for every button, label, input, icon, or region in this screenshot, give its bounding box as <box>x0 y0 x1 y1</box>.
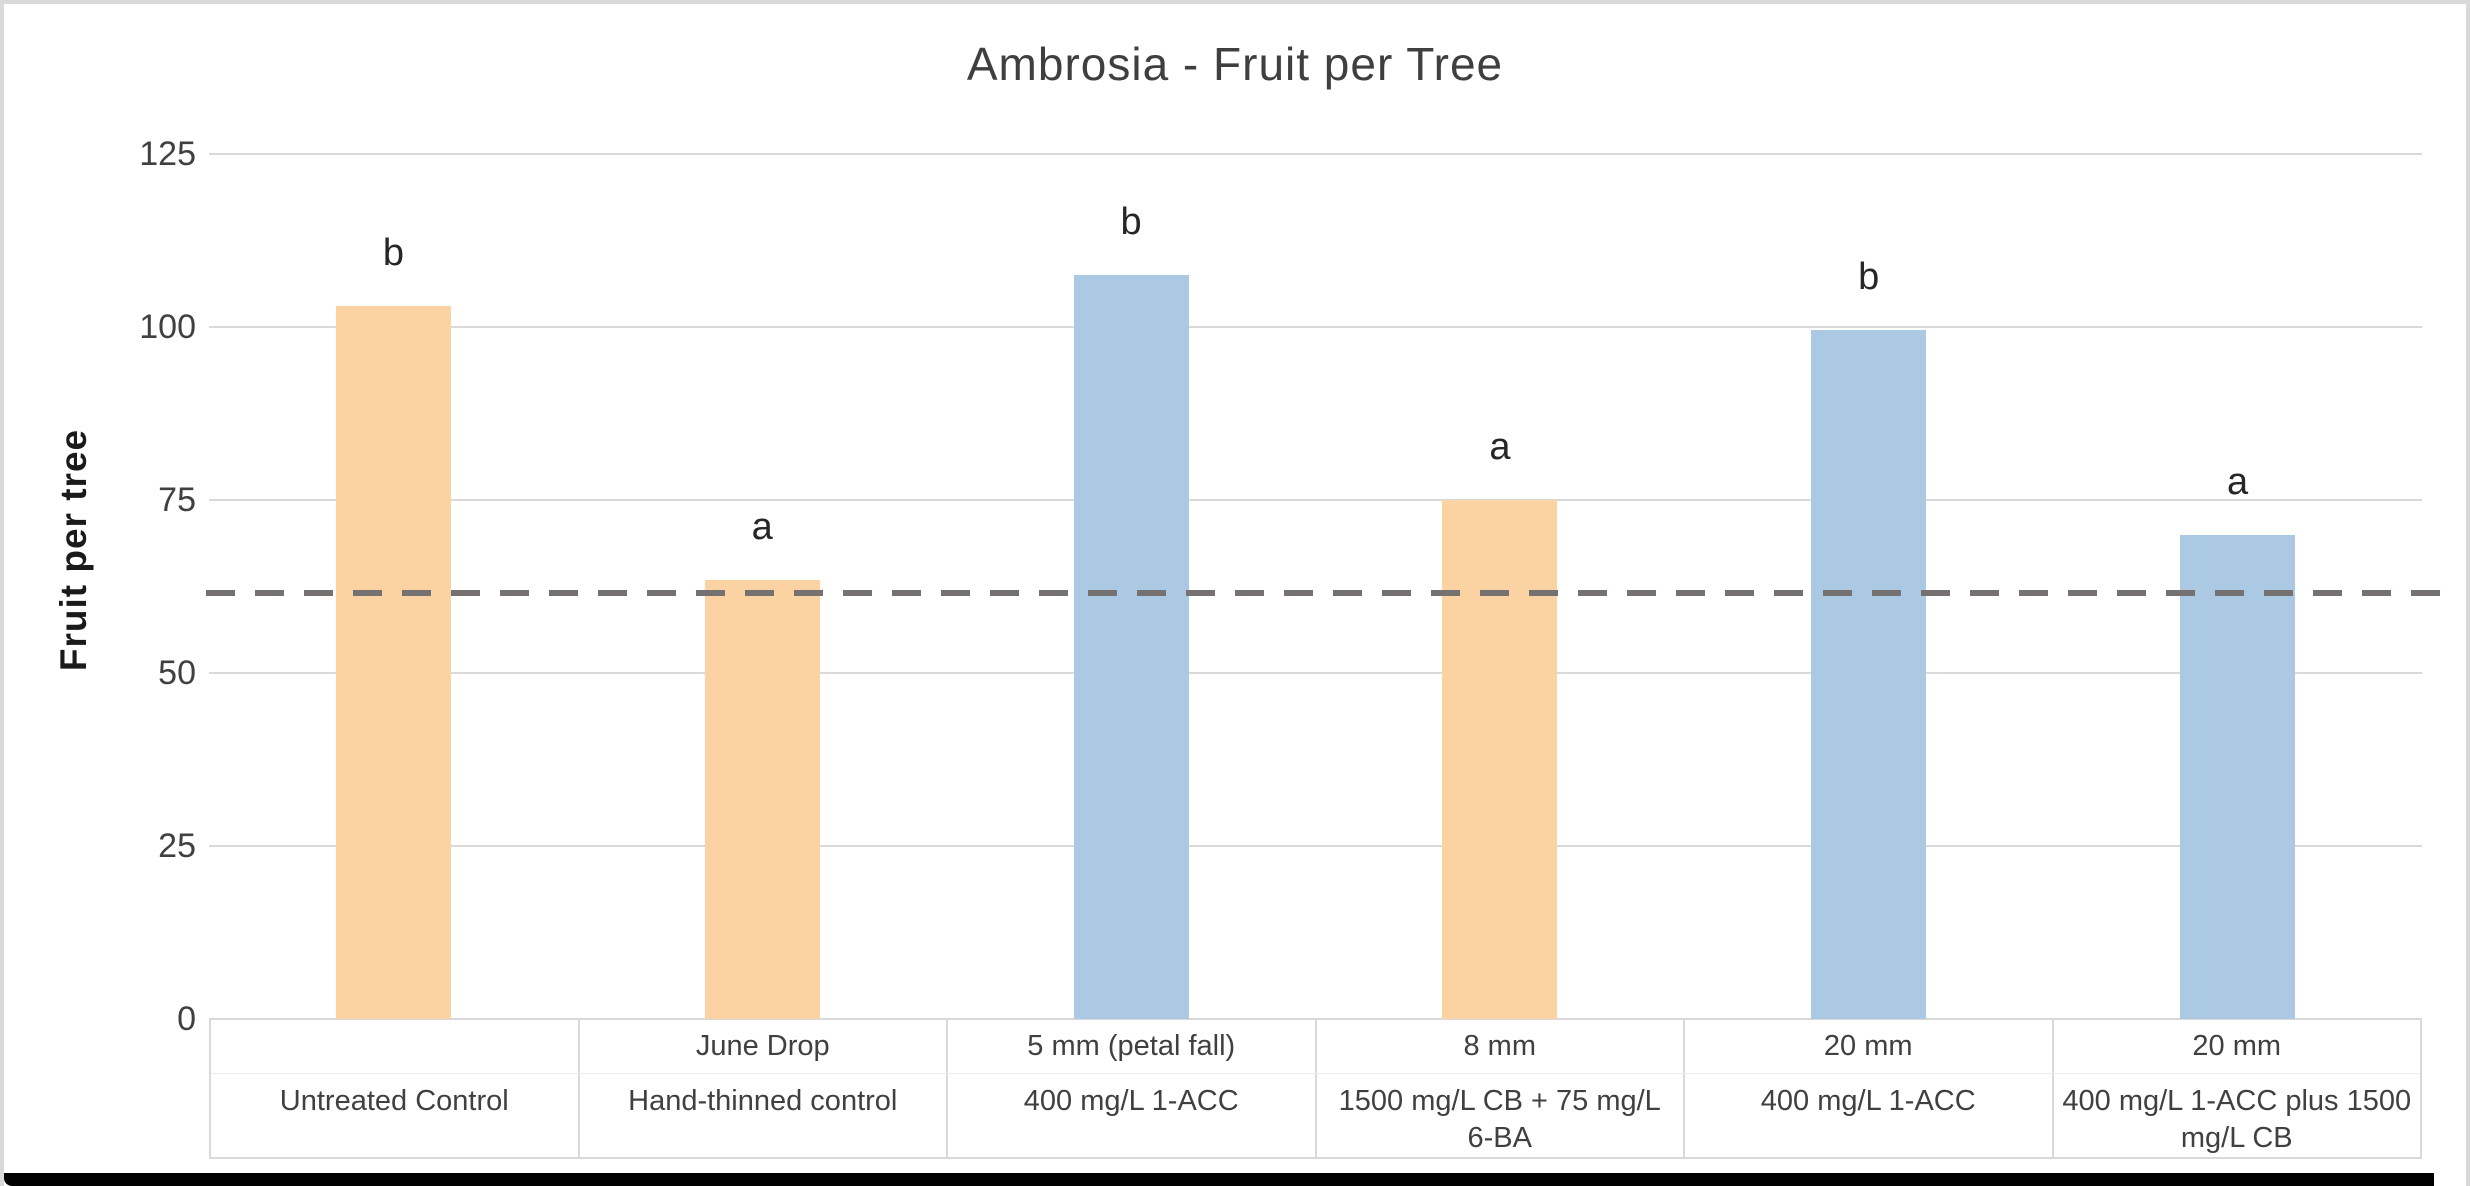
gridline <box>209 326 2422 328</box>
category-cell: Untreated Control <box>211 1019 580 1157</box>
bar <box>1811 330 1927 1019</box>
category-cell: June Drop Hand-thinned control <box>580 1019 948 1157</box>
gridline <box>209 153 2422 155</box>
y-tick-label: 125 <box>139 135 196 173</box>
significance-letter: a <box>2227 460 2249 503</box>
category-cell: 5 mm (petal fall) 400 mg/L 1-ACC <box>948 1019 1317 1157</box>
bar <box>335 306 451 1019</box>
category-top-label: 8 mm <box>1463 1030 1537 1062</box>
category-top-label: 20 mm <box>1823 1030 1913 1062</box>
category-bottom-label: Hand-thinned control <box>628 1085 898 1117</box>
y-tick-label: 0 <box>177 1000 196 1038</box>
bar <box>2180 534 2296 1019</box>
category-cell: 20 mm 400 mg/L 1-ACC <box>1685 1019 2054 1157</box>
category-top-label <box>211 1019 578 1073</box>
y-tick-label: 50 <box>158 654 196 692</box>
significance-letter: b <box>1120 201 1142 244</box>
y-axis-title: Fruit per tree <box>53 428 94 672</box>
gridline <box>209 499 2422 501</box>
category-axis-table: Untreated Control June Drop Hand-thinned c… <box>209 1019 2422 1159</box>
significance-letter: a <box>1489 426 1511 468</box>
significance-letter: b <box>382 232 404 275</box>
category-bottom-label: 400 mg/L 1-ACC <box>1760 1085 1976 1117</box>
y-tick-label: 25 <box>158 827 196 865</box>
bar <box>1073 275 1189 1019</box>
reference-dashed-line <box>206 590 2444 597</box>
category-cell: 20 mm 400 mg/L 1-ACC plus 1500 mg/L CB <box>2054 1019 2421 1157</box>
gridline <box>209 672 2422 674</box>
category-level-divider <box>211 1073 2420 1074</box>
category-bottom-label: Untreated Control <box>279 1085 509 1117</box>
category-bottom-label: 1500 mg/L CB + 75 mg/L 6-BA <box>1338 1085 1661 1154</box>
y-tick-label: 100 <box>139 308 196 346</box>
bottom-black-bar <box>4 1173 2434 1186</box>
bar <box>1442 500 1558 1019</box>
category-bottom-label: 400 mg/L 1-ACC plus 1500 mg/L CB <box>2062 1085 2412 1154</box>
significance-letter: a <box>751 505 773 548</box>
bar <box>704 579 820 1019</box>
category-cell: 8 mm 1500 mg/L CB + 75 mg/L 6-BA <box>1317 1019 1685 1157</box>
category-top-label: 5 mm (petal fall) <box>1027 1030 1236 1062</box>
chart-title: Ambrosia - Fruit per Tree <box>966 38 1504 90</box>
significance-letter: b <box>1858 256 1880 299</box>
y-tick-label: 75 <box>158 481 196 519</box>
gridline <box>209 845 2422 847</box>
category-top-label: 20 mm <box>2192 1030 2282 1062</box>
category-top-label: June Drop <box>695 1030 830 1062</box>
category-bottom-label: 400 mg/L 1-ACC <box>1023 1085 1239 1117</box>
